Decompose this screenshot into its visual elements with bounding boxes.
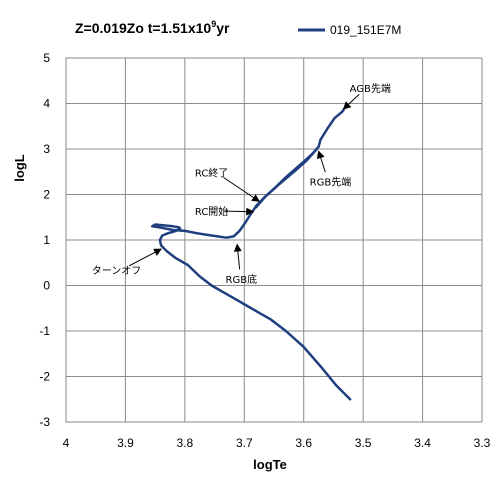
y-tick-label: -2 bbox=[39, 370, 50, 384]
annotation-arrow bbox=[128, 248, 162, 267]
y-tick-label: 4 bbox=[43, 97, 50, 111]
x-tick-label: 3.5 bbox=[355, 436, 372, 450]
annotation-label: RC開始 bbox=[195, 205, 228, 218]
annotation-label: RGB底 bbox=[226, 273, 258, 286]
annotation-arrow bbox=[225, 207, 255, 216]
x-tick-label: 4 bbox=[63, 436, 70, 450]
x-tick-label: 3.6 bbox=[295, 436, 312, 450]
y-tick-label: 3 bbox=[43, 142, 50, 156]
x-tick-labels: 4 3.9 3.8 3.7 3.6 3.5 3.4 3.3 bbox=[63, 436, 491, 450]
title-exponent: 9 bbox=[211, 19, 216, 29]
x-tick-label: 3.3 bbox=[474, 436, 491, 450]
y-tick-label: 1 bbox=[43, 233, 50, 247]
title-main: Z=0.019Zo t=1.51x10 bbox=[75, 20, 211, 36]
x-tick-label: 3.7 bbox=[236, 436, 253, 450]
grid bbox=[65, 57, 483, 423]
legend-label: 019_151E7M bbox=[330, 23, 401, 37]
y-tick-label: 2 bbox=[43, 188, 50, 202]
y-tick-labels: 5 4 3 2 1 0 -1 -2 -3 bbox=[39, 51, 50, 429]
y-tick-label: 0 bbox=[43, 279, 50, 293]
series-layer bbox=[150, 107, 352, 401]
title-unit: yr bbox=[216, 20, 230, 36]
series-line-0 bbox=[150, 107, 352, 401]
annotation-label: RGB先端 bbox=[310, 175, 352, 188]
annotation-label: RC終了 bbox=[195, 166, 228, 179]
y-tick-label: 5 bbox=[43, 51, 50, 65]
x-axis-title: logTe bbox=[253, 457, 287, 472]
y-tick-label: -3 bbox=[39, 415, 50, 429]
x-tick-label: 3.4 bbox=[414, 436, 431, 450]
y-tick-label: -1 bbox=[39, 324, 50, 338]
annotation-label: ターンオフ bbox=[92, 265, 142, 277]
annotation-label: AGB先端 bbox=[350, 82, 391, 95]
series-line-1 bbox=[254, 147, 319, 209]
annotation-arrow bbox=[223, 177, 260, 202]
annotation-arrow bbox=[342, 93, 360, 110]
x-tick-label: 3.8 bbox=[177, 436, 194, 450]
x-tick-label: 3.9 bbox=[117, 436, 134, 450]
chart-title: Z=0.019Zo t=1.51x109yr bbox=[75, 19, 230, 36]
annotation-arrow bbox=[316, 150, 326, 173]
y-axis-title: logL bbox=[12, 154, 27, 181]
annotation-arrow bbox=[233, 243, 242, 270]
plot-border bbox=[65, 57, 483, 423]
